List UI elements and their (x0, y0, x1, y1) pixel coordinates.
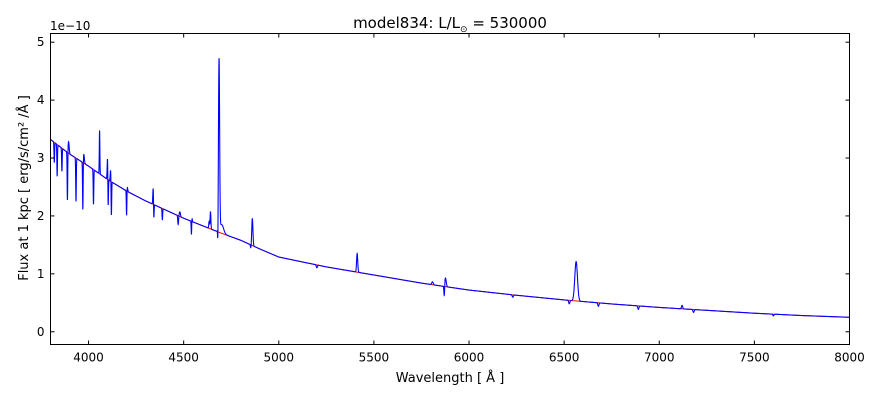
y-axis-label: Flux at 1 kpc [ erg/s/cm² /Å ] (16, 95, 32, 281)
y-tick-label: 2 (37, 209, 45, 223)
x-tick-label: 8000 (834, 351, 865, 365)
x-tick-label: 5500 (359, 351, 390, 365)
x-tick-label: 7000 (644, 351, 675, 365)
y-tick-label: 4 (37, 93, 45, 107)
y-tick-label: 1 (37, 267, 45, 281)
x-tick-label: 4500 (168, 351, 199, 365)
x-tick-label: 7500 (739, 351, 770, 365)
y-tick-label: 5 (37, 35, 45, 49)
x-tick-label: 5000 (264, 351, 295, 365)
ticks: 4000 4500 5000 5500 6000 6500 7000 7500 8000 0 1 2 3… (37, 33, 865, 365)
y-tick-label: 3 (37, 151, 45, 165)
axes-frame (50, 33, 850, 345)
x-tick-label: 4000 (73, 351, 104, 365)
x-tick-label: 6500 (549, 351, 580, 365)
sun-symbol: ⊙ (460, 25, 468, 35)
x-tick-label: 6000 (454, 351, 485, 365)
y-multiplier: 1e−10 (50, 19, 90, 33)
plot-area (50, 58, 850, 318)
y-tick-label: 0 (37, 325, 45, 339)
x-axis-label: Wavelength [ Å ] (396, 370, 505, 386)
chart-title: model834: L/L⊙ = 530000 (353, 14, 547, 35)
spectrum-line (50, 58, 850, 318)
continuum-line (50, 139, 850, 318)
